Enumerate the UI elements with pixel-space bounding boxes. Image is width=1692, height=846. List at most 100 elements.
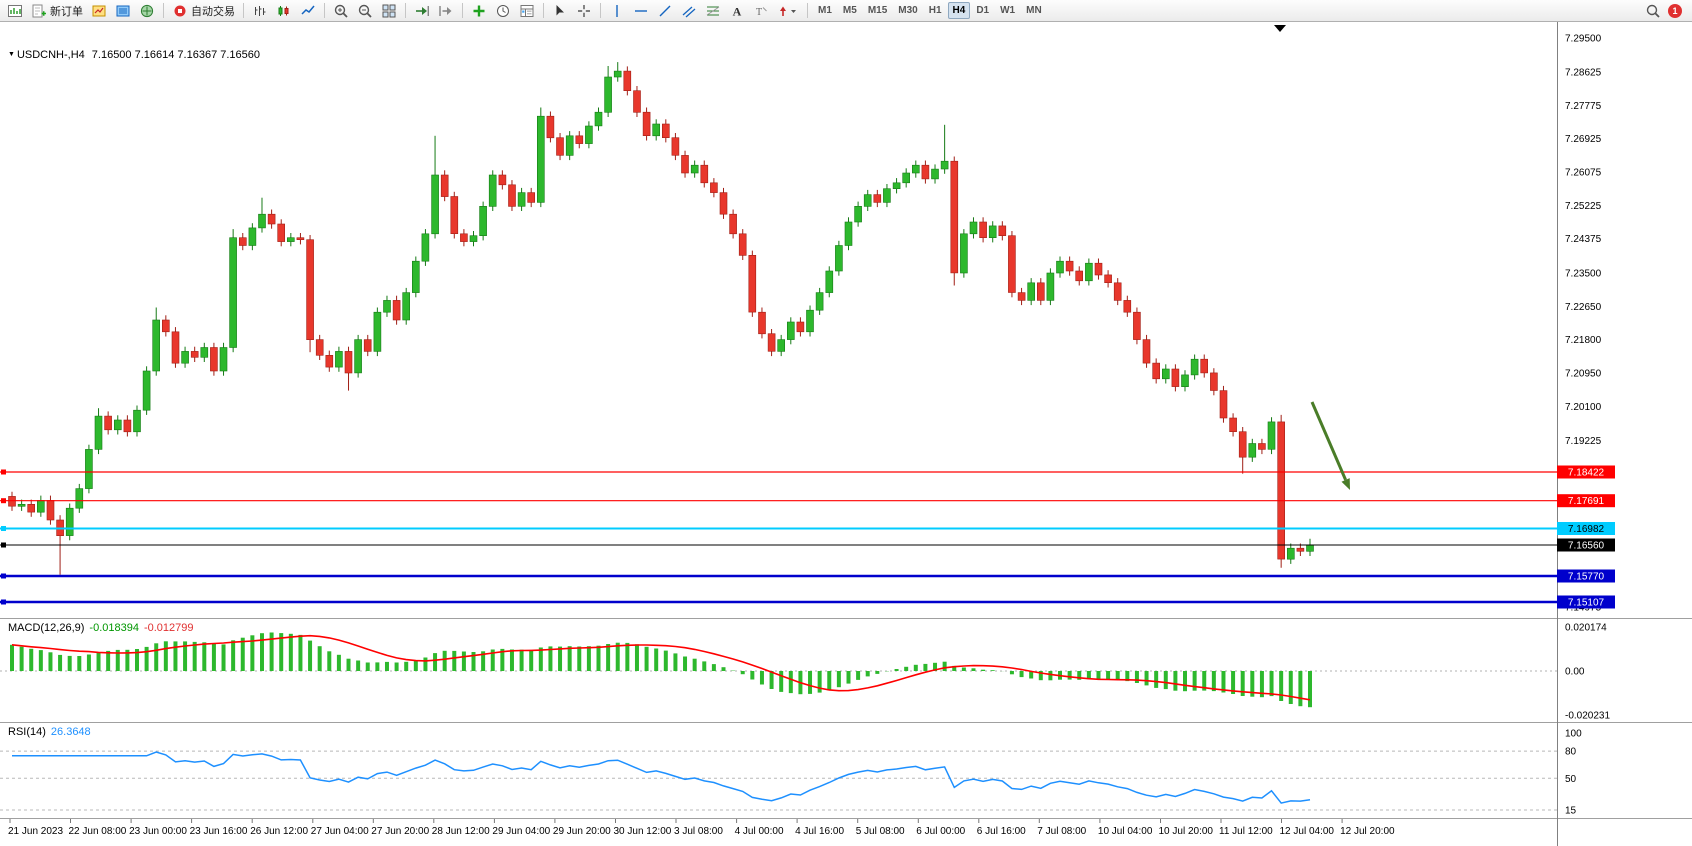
chart-shift-marker[interactable] xyxy=(1274,25,1286,32)
candle-body xyxy=(585,125,593,144)
timeframe-h1-button[interactable]: H1 xyxy=(928,5,942,16)
candle-body xyxy=(1190,358,1199,376)
line-handle[interactable] xyxy=(1,498,6,504)
candle-body xyxy=(931,168,939,180)
timeframe-m30-button[interactable]: M30 xyxy=(898,5,918,16)
price-axis[interactable]: 7.29500 7.28625 7.27775 7.26925 7.26075 7.252… xyxy=(1565,33,1602,613)
time-axis-label: 10 Jul 04:00 xyxy=(1098,826,1153,837)
time-axis-label: 26 Jun 12:00 xyxy=(250,826,308,837)
fibonacci-tool-button[interactable] xyxy=(702,1,724,21)
candle-body xyxy=(46,500,55,521)
candle-body xyxy=(142,370,151,411)
toolbar: 新订单 自动交易 xyxy=(0,0,1692,22)
price-axis-label: 7.29500 xyxy=(1565,33,1602,44)
time-axis-label: 5 Jul 08:00 xyxy=(856,826,905,837)
navigator-button[interactable] xyxy=(136,1,158,21)
candle-body xyxy=(498,174,507,186)
label-icon: T xyxy=(756,7,767,18)
data-window-icon xyxy=(116,5,130,16)
candle-body xyxy=(1017,292,1026,301)
time-axis[interactable]: 21 Jun 2023 22 Jun 08:00 23 Jun 00:00 23 Ju… xyxy=(8,819,1395,837)
candle-body xyxy=(267,213,276,225)
candle-body xyxy=(1229,417,1237,432)
candle-body xyxy=(27,503,36,513)
candlestick-mode-button[interactable] xyxy=(273,1,295,21)
trend-arrow[interactable] xyxy=(1310,401,1350,490)
zoom-out-button[interactable] xyxy=(354,1,376,21)
candle-body xyxy=(258,213,266,229)
timeframe-h4-button[interactable]: H4 xyxy=(947,2,971,19)
bar-chart-mode-button[interactable] xyxy=(249,1,271,21)
clock-icon xyxy=(497,4,509,17)
vertical-line-tool-button[interactable] xyxy=(606,1,628,21)
zoom-in-button[interactable] xyxy=(330,1,352,21)
chart-shift-button[interactable] xyxy=(435,1,457,21)
line-handle[interactable] xyxy=(1,599,6,605)
macd-axis-label: 0.00 xyxy=(1565,667,1585,678)
periods-button[interactable] xyxy=(492,1,514,21)
channel-tool-button[interactable] xyxy=(678,1,700,21)
candle-body xyxy=(998,225,1007,236)
candle-body xyxy=(1123,300,1132,313)
candle-body xyxy=(133,409,141,433)
horizontal-line-tool-button[interactable] xyxy=(630,1,652,21)
text-icon: A xyxy=(733,4,742,18)
chart-canvas[interactable]: 7.29500 7.28625 7.27775 7.26925 7.26075 7.252… xyxy=(0,22,1692,846)
data-window-button[interactable] xyxy=(112,1,134,21)
arrows-tool-button[interactable] xyxy=(774,1,802,21)
market-watch-button[interactable] xyxy=(88,1,110,21)
timeframe-mn-button[interactable]: MN xyxy=(1026,5,1042,16)
timeframe-m15-button[interactable]: M15 xyxy=(867,5,888,16)
line-handle[interactable] xyxy=(1,526,6,531)
candle-body xyxy=(1200,358,1208,374)
price-axis-label: 7.26075 xyxy=(1565,168,1602,179)
candle-body xyxy=(979,221,987,238)
candle-body xyxy=(354,339,362,374)
candle-body xyxy=(36,500,45,513)
toolbar-separator xyxy=(324,3,325,18)
time-axis-label: 11 Jul 12:00 xyxy=(1219,826,1273,837)
new-order-button[interactable]: 新订单 xyxy=(28,1,86,21)
timeframe-m5-button[interactable]: M5 xyxy=(842,5,857,16)
indicators-button[interactable] xyxy=(468,1,490,21)
trendline-tool-button[interactable] xyxy=(654,1,676,21)
candle-body xyxy=(421,233,430,262)
price-axis-label: 7.26925 xyxy=(1565,134,1602,145)
crosshair-icon xyxy=(578,4,590,17)
text-tool-button[interactable]: A xyxy=(726,1,748,21)
chart-shift-icon xyxy=(439,5,452,16)
notification-badge[interactable]: 1 xyxy=(1668,3,1682,18)
candle-body xyxy=(450,196,459,235)
candle-body xyxy=(902,172,911,184)
search-button[interactable] xyxy=(1642,1,1664,21)
candle-body xyxy=(844,221,853,246)
new-order-label: 新订单 xyxy=(50,5,83,18)
candle-body xyxy=(700,164,709,184)
cursor-button[interactable] xyxy=(549,1,571,21)
auto-trading-button[interactable]: 自动交易 xyxy=(169,1,238,21)
toolbar-separator xyxy=(807,3,808,18)
templates-button[interactable] xyxy=(516,1,538,21)
candle-body xyxy=(392,300,401,321)
candle-body xyxy=(286,237,295,242)
timeframe-m1-button[interactable]: M1 xyxy=(818,5,832,16)
candle-body xyxy=(854,206,862,223)
label-tool-button[interactable]: T xyxy=(750,1,772,21)
candle-body xyxy=(1046,272,1055,301)
timeframe-w1-button[interactable]: W1 xyxy=(1000,5,1016,16)
new-chart-button[interactable] xyxy=(4,1,26,21)
line-handle[interactable] xyxy=(1,573,6,579)
auto-scroll-button[interactable] xyxy=(411,1,433,21)
candle-body xyxy=(1277,421,1285,560)
crosshair-button[interactable] xyxy=(573,1,595,21)
candle-body xyxy=(383,300,391,313)
line-handle[interactable] xyxy=(1,542,6,548)
candle-body xyxy=(411,260,420,293)
line-handle[interactable] xyxy=(1,469,6,475)
candle-body xyxy=(1027,282,1035,301)
tile-windows-button[interactable] xyxy=(378,1,400,21)
line-chart-mode-button[interactable] xyxy=(297,1,319,21)
zoom-in-icon xyxy=(334,4,348,18)
auto-scroll-icon xyxy=(416,5,429,16)
timeframe-d1-button[interactable]: D1 xyxy=(976,5,990,16)
